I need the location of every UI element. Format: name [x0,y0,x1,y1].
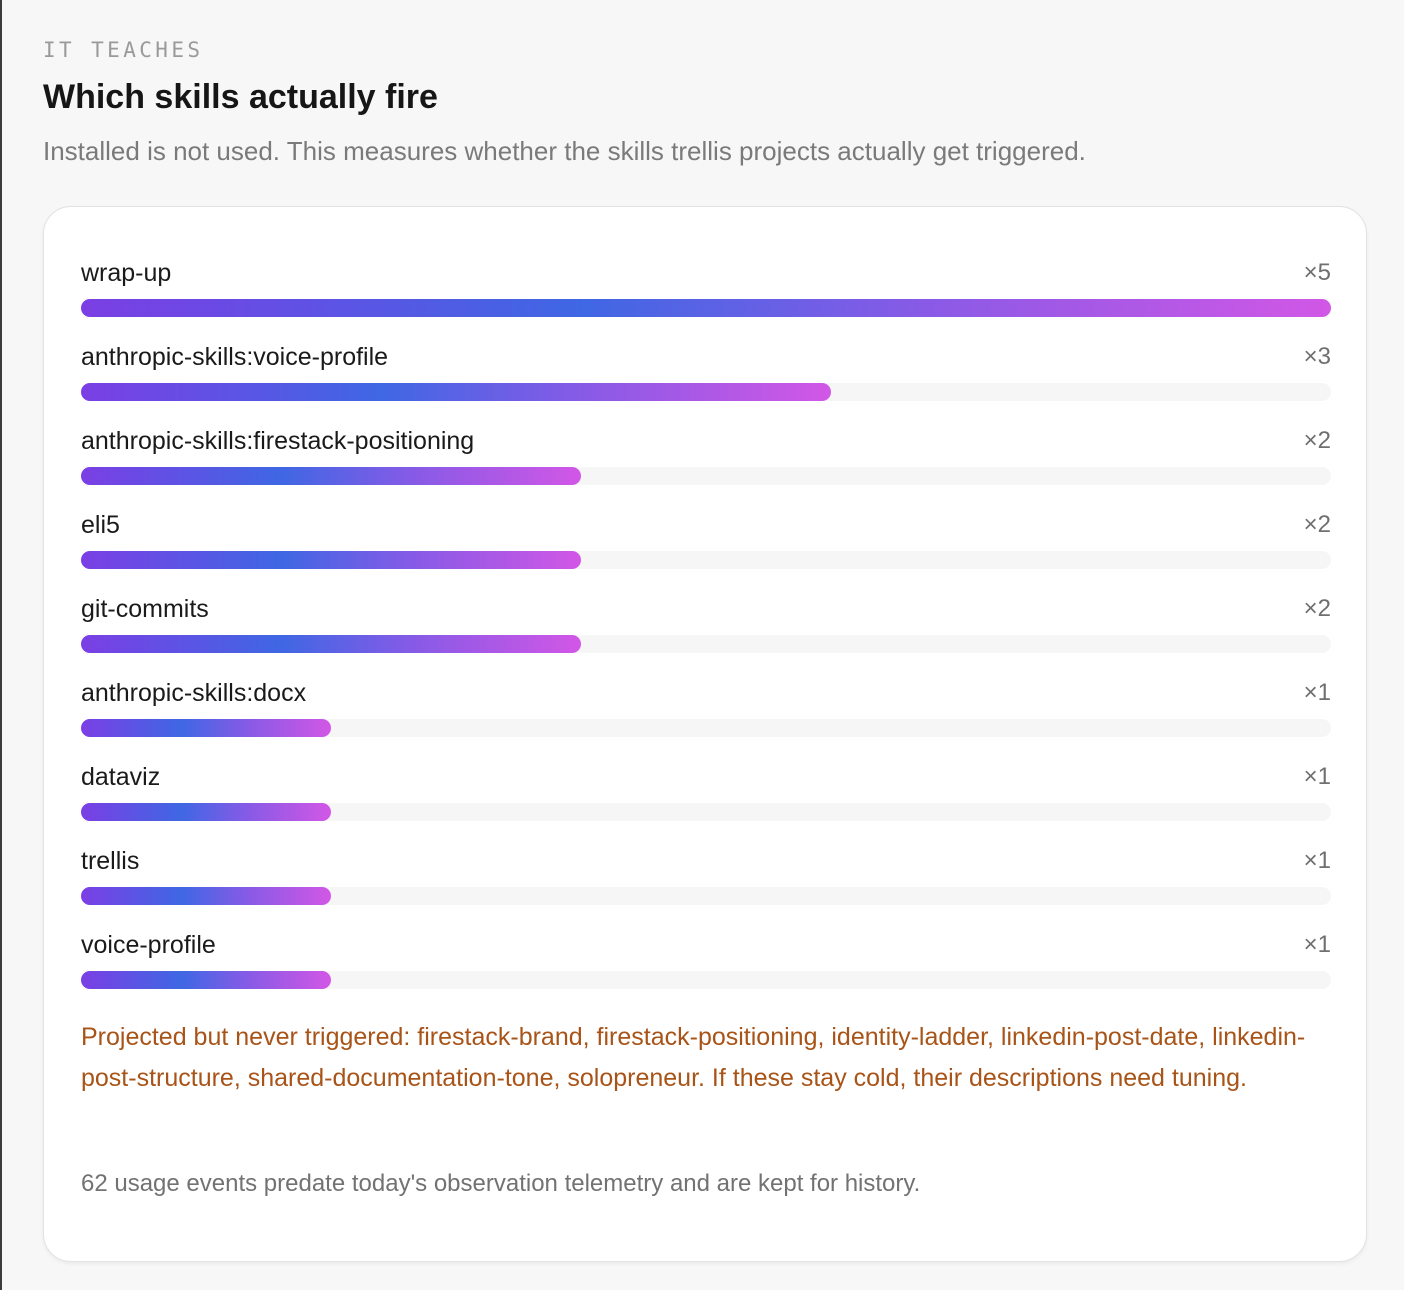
skill-bar [81,467,581,485]
skill-bar [81,887,331,905]
section-subtitle: Installed is not used. This measures whe… [43,136,1086,166]
skill-row-header: anthropic-skills:docx ×1 [81,677,1331,709]
skill-bar-track [81,803,1331,821]
section-header: IT TEACHES Which skills actually fire In… [43,36,1369,168]
skill-name-label: wrap-up [81,259,172,287]
skill-bar-track [81,383,1331,401]
skill-bar-track [81,971,1331,989]
skill-name-label: dataviz [81,763,161,791]
skill-row: voice-profile ×1 [81,929,1331,1013]
skill-bar [81,551,581,569]
skill-row: trellis ×1 [81,845,1331,929]
skill-row-header: trellis ×1 [81,845,1331,877]
skill-row: anthropic-skills:docx ×1 [81,677,1331,761]
skill-name-label: voice-profile [81,931,216,959]
skill-name-label: anthropic-skills:docx [81,679,307,707]
skill-row: git-commits ×2 [81,593,1331,677]
skill-bar-track [81,635,1331,653]
skills-bar-chart: wrap-up ×5 anthropic-skills:voice-profile ×… [81,257,1331,1013]
skill-row-header: anthropic-skills:firestack-positioning ×2 [81,425,1331,457]
section-eyebrow: IT TEACHES [43,38,204,62]
skill-row-header: dataviz ×1 [81,761,1331,793]
skill-bar [81,803,331,821]
skill-count-label: ×5 [1303,259,1331,286]
skill-row: anthropic-skills:voice-profile ×3 [81,341,1331,425]
skill-count-label: ×2 [1303,595,1331,622]
skill-bar-track [81,887,1331,905]
skill-row: anthropic-skills:firestack-positioning ×2 [81,425,1331,509]
skill-row: eli5 ×2 [81,509,1331,593]
skill-row: dataviz ×1 [81,761,1331,845]
skill-row-header: anthropic-skills:voice-profile ×3 [81,341,1331,373]
skill-bar [81,719,331,737]
skill-count-label: ×2 [1303,511,1331,538]
skill-bar-track [81,299,1331,317]
skill-name-label: anthropic-skills:voice-profile [81,343,389,371]
left-edge-rule [0,0,2,1290]
skill-name-label: trellis [81,847,140,875]
untriggered-skills-warning: Projected but never triggered: firestack… [81,1023,1306,1092]
skill-count-label: ×1 [1303,679,1331,706]
skill-bar-track [81,467,1331,485]
skill-bar [81,299,1331,317]
skill-bar [81,635,581,653]
skill-name-label: anthropic-skills:firestack-positioning [81,427,475,455]
skill-name-label: git-commits [81,595,209,623]
skill-count-label: ×1 [1303,931,1331,958]
skill-bar [81,383,831,401]
skill-bar-track [81,719,1331,737]
skill-row-header: wrap-up ×5 [81,257,1331,289]
skill-bar [81,971,331,989]
skills-usage-card: wrap-up ×5 anthropic-skills:voice-profile ×… [43,206,1367,1262]
skill-count-label: ×1 [1303,763,1331,790]
skill-row-header: git-commits ×2 [81,593,1331,625]
section-title: Which skills actually fire [43,78,438,116]
skill-count-label: ×1 [1303,847,1331,874]
skill-count-label: ×2 [1303,427,1331,454]
skill-row: wrap-up ×5 [81,257,1331,341]
skill-count-label: ×3 [1303,343,1331,370]
skill-row-header: eli5 ×2 [81,509,1331,541]
history-footnote: 62 usage events predate today's observat… [81,1170,921,1197]
skill-bar-track [81,551,1331,569]
skill-name-label: eli5 [81,511,120,539]
skill-row-header: voice-profile ×1 [81,929,1331,961]
